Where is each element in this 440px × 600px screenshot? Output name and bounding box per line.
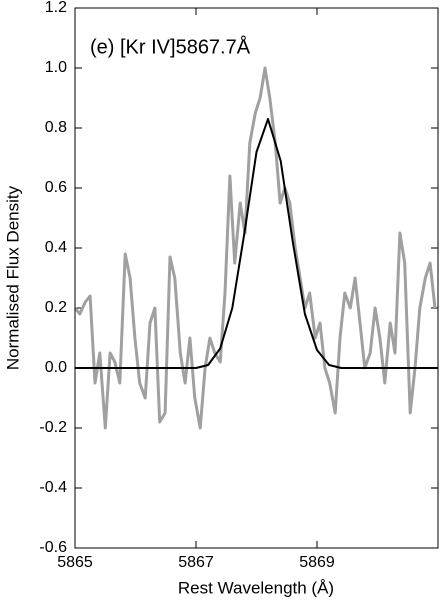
y-tick-label: 0.8 xyxy=(45,119,67,136)
y-tick-label: 0.6 xyxy=(45,179,67,196)
y-tick-label: 0.0 xyxy=(45,359,67,376)
y-tick-label: 1.0 xyxy=(45,59,67,76)
y-tick-label: -0.4 xyxy=(39,479,67,496)
x-tick-label: 5869 xyxy=(299,554,335,571)
y-tick-label: -0.2 xyxy=(39,419,67,436)
series-line xyxy=(75,118,438,369)
plot-frame xyxy=(74,7,439,549)
y-tick-label: 1.2 xyxy=(45,0,67,16)
x-tick-label: 5865 xyxy=(57,554,93,571)
y-axis-label: Normalised Flux Density xyxy=(3,185,22,370)
x-tick-label: 5867 xyxy=(178,554,214,571)
series-line xyxy=(73,66,437,430)
y-tick-label: 0.2 xyxy=(45,299,67,316)
x-axis-label: Rest Wavelength (Å) xyxy=(178,578,334,597)
y-tick-label: -0.6 xyxy=(39,539,67,556)
annotation: (e) [Kr IV]5867.7Å xyxy=(90,35,251,58)
y-tick-label: 0.4 xyxy=(45,239,67,256)
